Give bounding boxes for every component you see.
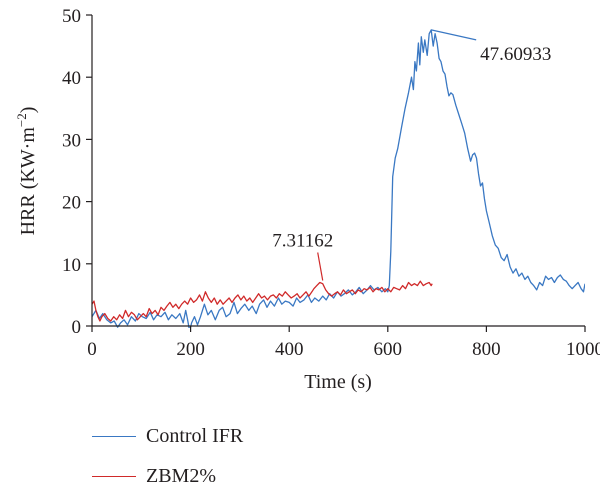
hrr-chart: 0 200 400 600 800 1000 0 10 20 30 40 50 47.60933 7.3… — [14, 6, 600, 393]
y-axis-label-exponent: −2 — [14, 113, 29, 127]
legend: Control IFR ZBM2% — [92, 416, 243, 496]
y-tick-label: 30 — [62, 130, 81, 151]
x-tick-label: 1000 — [566, 339, 600, 360]
x-tick-label: 0 — [87, 339, 97, 360]
y-tick-label: 10 — [62, 255, 81, 276]
x-tick-label: 200 — [176, 339, 205, 360]
y-tick-label: 20 — [62, 193, 81, 214]
plot-area — [92, 29, 585, 328]
y-tick-label: 50 — [62, 6, 81, 27]
y-tick-label: 40 — [62, 68, 81, 89]
legend-label-zbm2: ZBM2% — [146, 464, 216, 487]
series-line-control-ifr — [92, 29, 585, 328]
x-tick-label: 800 — [472, 339, 501, 360]
legend-swatch-zbm2 — [92, 475, 136, 477]
annotation-label: 47.60933 — [480, 44, 551, 65]
y-axis-label-prefix: HRR (KW·m — [17, 127, 39, 236]
annotations: 47.60933 7.31162 — [272, 29, 551, 281]
legend-label-control-ifr: Control IFR — [146, 424, 244, 447]
y-axis-label: HRR (KW·m−2) — [14, 107, 39, 236]
x-axis-label: Time (s) — [304, 371, 372, 393]
series-line-zbm2 — [92, 280, 433, 322]
annotation-leader — [431, 29, 477, 41]
y-axis-label-suffix: ) — [17, 107, 39, 114]
x-tick-label: 600 — [374, 339, 403, 360]
legend-item-control-ifr: Control IFR — [92, 416, 243, 456]
axes: 0 200 400 600 800 1000 0 10 20 30 40 50 — [62, 6, 600, 360]
annotation-leader — [317, 252, 324, 281]
y-tick-label: 0 — [72, 317, 82, 338]
legend-swatch-control-ifr — [92, 435, 136, 437]
x-tick-label: 400 — [275, 339, 304, 360]
annotation-label: 7.31162 — [272, 231, 333, 252]
legend-item-zbm2: ZBM2% — [92, 456, 243, 496]
